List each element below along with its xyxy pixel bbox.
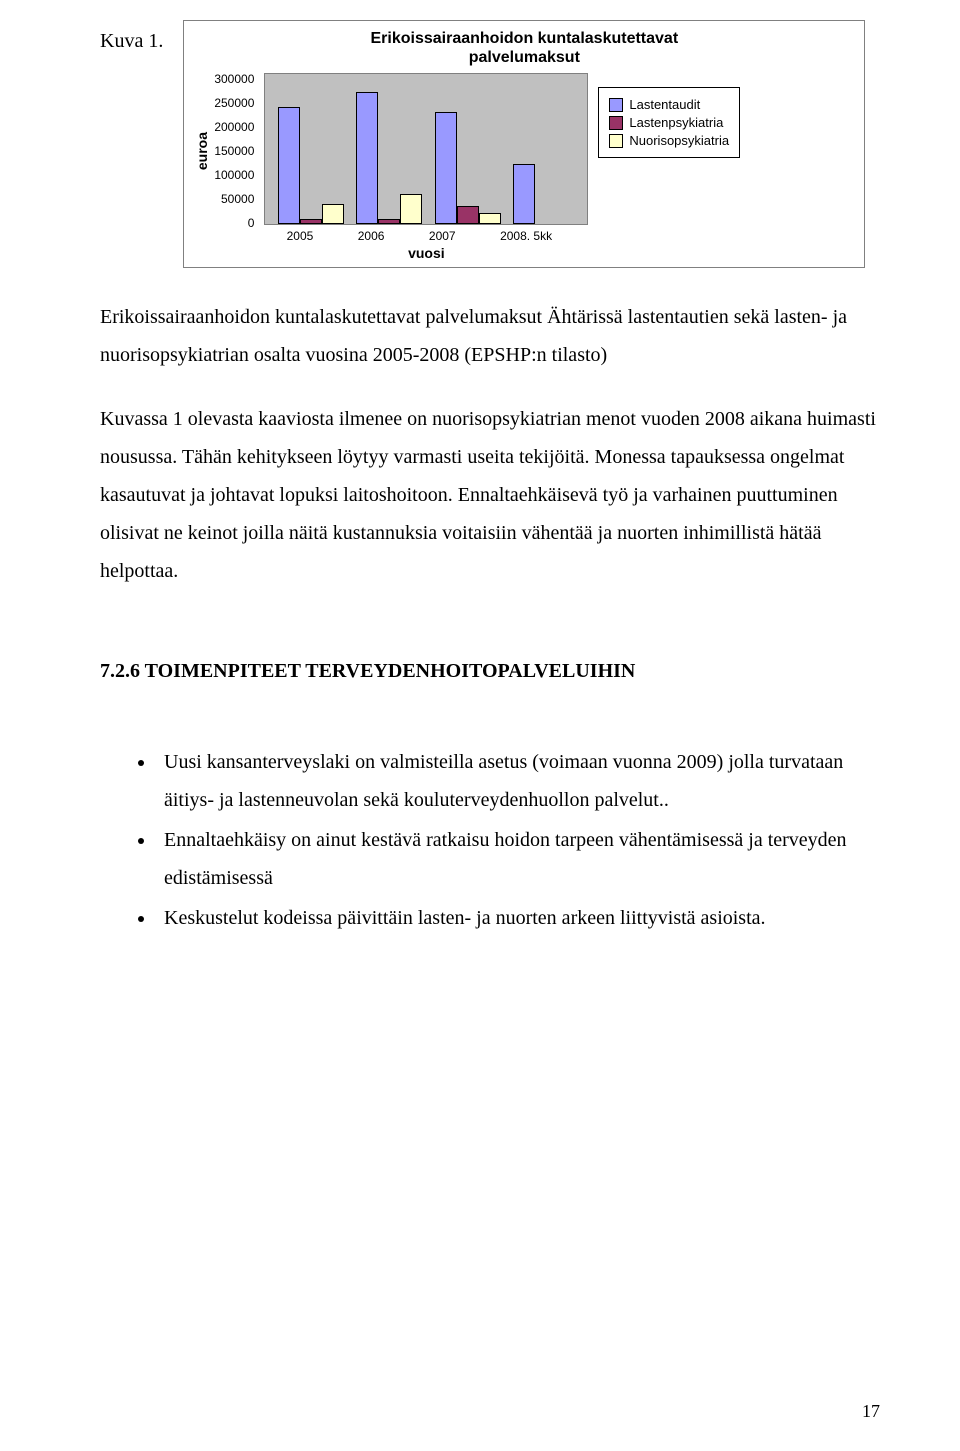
section-heading: 7.2.6 TOIMENPITEET TERVEYDENHOITOPALVELU… — [100, 660, 880, 683]
ytick-label: 150000 — [214, 145, 254, 157]
figure-label: Kuva 1. — [100, 20, 163, 53]
chart-xlabel: vuosi — [264, 245, 588, 261]
xtick-label: 2007 — [429, 229, 456, 243]
chart-xticks: 2005 2006 2007 2008. 5kk — [264, 229, 574, 243]
xtick-label: 2008. 5kk — [500, 229, 552, 243]
legend-swatch — [609, 134, 623, 148]
chart-ylabel: euroa — [194, 132, 210, 170]
bar — [457, 206, 479, 224]
ytick-label: 100000 — [214, 169, 254, 181]
bar — [479, 213, 501, 224]
ytick-label: 0 — [214, 217, 254, 229]
bar-group — [356, 92, 422, 224]
ytick-label: 300000 — [214, 73, 254, 85]
bar — [400, 194, 422, 224]
xtick-label: 2005 — [287, 229, 314, 243]
legend-swatch — [609, 116, 623, 130]
bar — [356, 92, 378, 224]
chart-title-line1: Erikoissairaanhoidon kuntalaskutettavat — [371, 30, 679, 47]
ytick-label: 250000 — [214, 97, 254, 109]
legend-label: Nuorisopsykiatria — [629, 133, 729, 148]
xtick-label: 2006 — [358, 229, 385, 243]
bar — [278, 107, 300, 224]
list-item: Ennaltaehkäisy on ainut kestävä ratkaisu… — [156, 821, 880, 897]
action-list: Uusi kansanterveyslaki on valmisteilla a… — [100, 743, 880, 937]
bar-group — [513, 164, 575, 224]
paragraph-caption: Erikoissairaanhoidon kuntalaskutettavat … — [100, 298, 880, 374]
legend-item: Nuorisopsykiatria — [609, 133, 729, 148]
legend-label: Lastenpsykiatria — [629, 115, 723, 130]
list-item: Uusi kansanterveyslaki on valmisteilla a… — [156, 743, 880, 819]
bar-group — [435, 112, 501, 224]
bar — [322, 204, 344, 224]
legend-label: Lastentaudit — [629, 97, 700, 112]
chart-plot-area — [264, 73, 588, 225]
chart-container: Erikoissairaanhoidon kuntalaskutettavat … — [183, 20, 865, 268]
bar-group — [278, 107, 344, 224]
legend-item: Lastenpsykiatria — [609, 115, 729, 130]
chart-title-line2: palvelumaksut — [469, 49, 580, 66]
list-item: Keskustelut kodeissa päivittäin lasten- … — [156, 899, 880, 937]
bar — [378, 219, 400, 224]
ytick-label: 200000 — [214, 121, 254, 133]
chart-title: Erikoissairaanhoidon kuntalaskutettavat … — [194, 29, 854, 67]
bar — [513, 164, 535, 224]
page-number: 17 — [862, 1401, 880, 1422]
chart-yticks: 300000 250000 200000 150000 100000 50000 0 — [214, 73, 254, 229]
paragraph-body: Kuvassa 1 olevasta kaaviosta ilmenee on … — [100, 400, 880, 590]
ytick-label: 50000 — [214, 193, 254, 205]
legend-item: Lastentaudit — [609, 97, 729, 112]
legend-swatch — [609, 98, 623, 112]
chart-legend: Lastentaudit Lastenpsykiatria Nuorisopsyki… — [598, 87, 740, 158]
bar — [300, 219, 322, 224]
bar — [435, 112, 457, 224]
